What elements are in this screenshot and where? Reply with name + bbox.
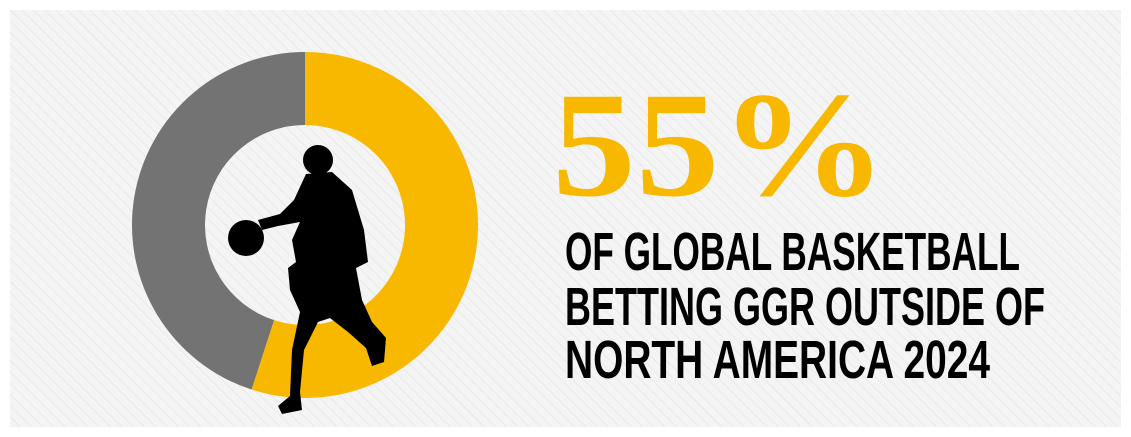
caption-line: BETTING GGR OUTSIDE OF — [565, 277, 1045, 337]
caption-line: NORTH AMERICA 2024 — [565, 330, 990, 390]
donut-segment — [251, 52, 478, 398]
headline: 55% — [552, 62, 887, 228]
donut-segment — [131, 52, 305, 390]
donut — [131, 52, 478, 398]
caption-line: OF GLOBAL BASKETBALL — [565, 222, 1020, 282]
player-silhouette — [228, 145, 386, 414]
